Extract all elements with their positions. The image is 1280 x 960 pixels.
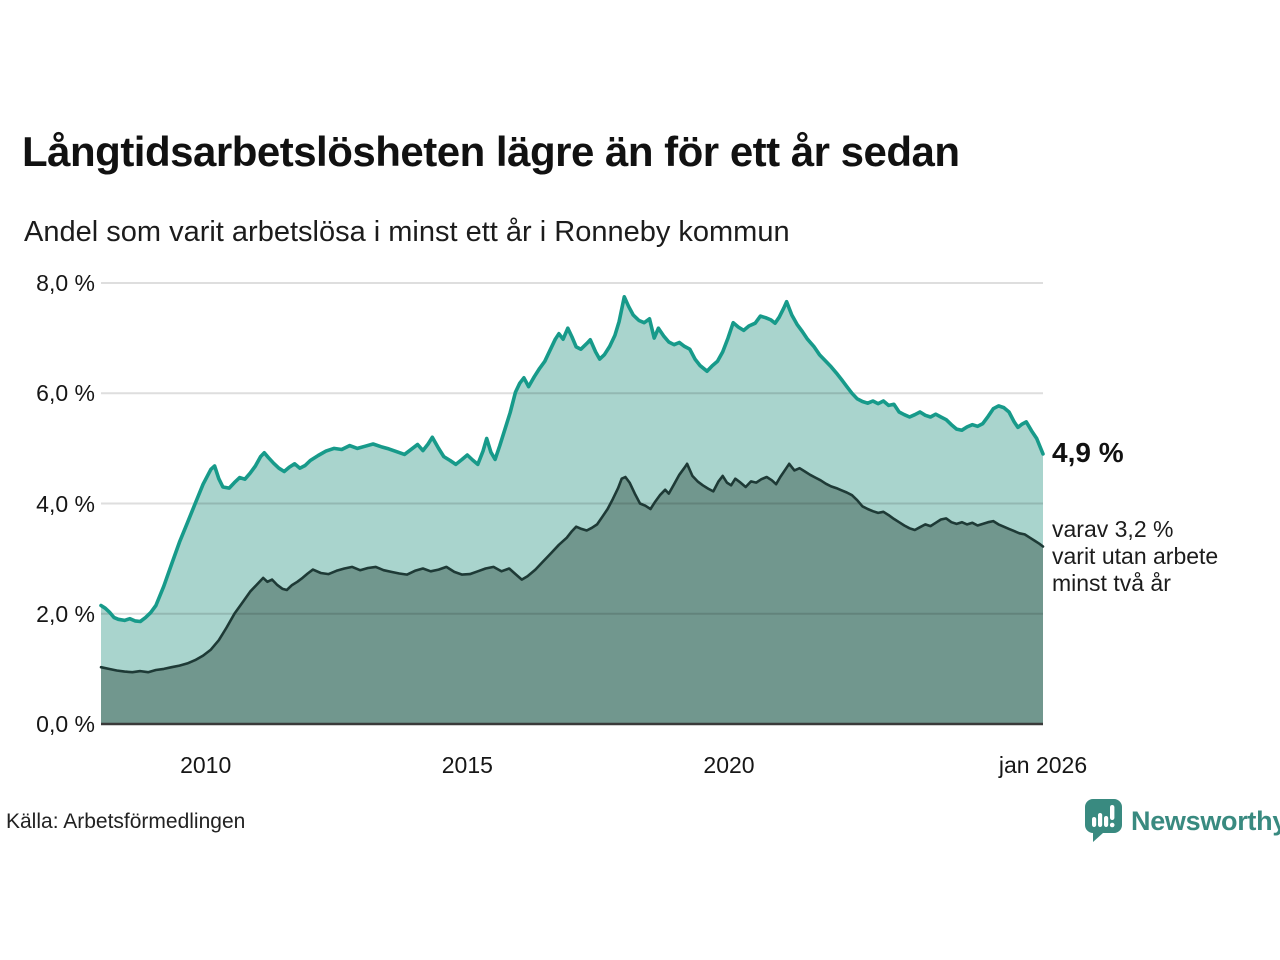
page-title: Långtidsarbetslösheten lägre än för ett … [22,128,960,175]
line-unemployed-1yr [99,295,1045,624]
area-fill-unemployed-2yr [101,463,1043,724]
source-caption: Källa: Arbetsförmedlingen [6,810,246,833]
newsworthy-bubble-chart-icon [1085,799,1122,842]
y-tick-label-0: 0,0 % [36,711,95,737]
series2-end-note: varav 3,2 % varit utan arbete minst två … [1052,516,1219,597]
x-tick-label-2010: 2010 [180,752,232,778]
series1-end-value-label: 4,9 % [1052,436,1124,468]
x-tick-label-2015: 2015 [441,752,493,778]
chart-subtitle: Andel som varit arbetslösa i minst ett å… [24,216,790,248]
line-unemployed-2yr [99,462,1045,674]
y-tick-label-6: 6,0 % [36,380,95,407]
y-tick-label-2: 2,0 % [36,600,95,627]
x-tick-label-2020: 2020 [703,752,755,778]
newsworthy-logo: Newsworthy [1084,798,1280,844]
y-tick-label-8: 8,0 % [36,270,95,296]
y-tick-label-4: 4,0 % [36,490,95,517]
newsworthy-wordmark: Newsworthy [1131,805,1280,836]
x-tick-label-jan-2026: jan 2026 [998,752,1088,778]
